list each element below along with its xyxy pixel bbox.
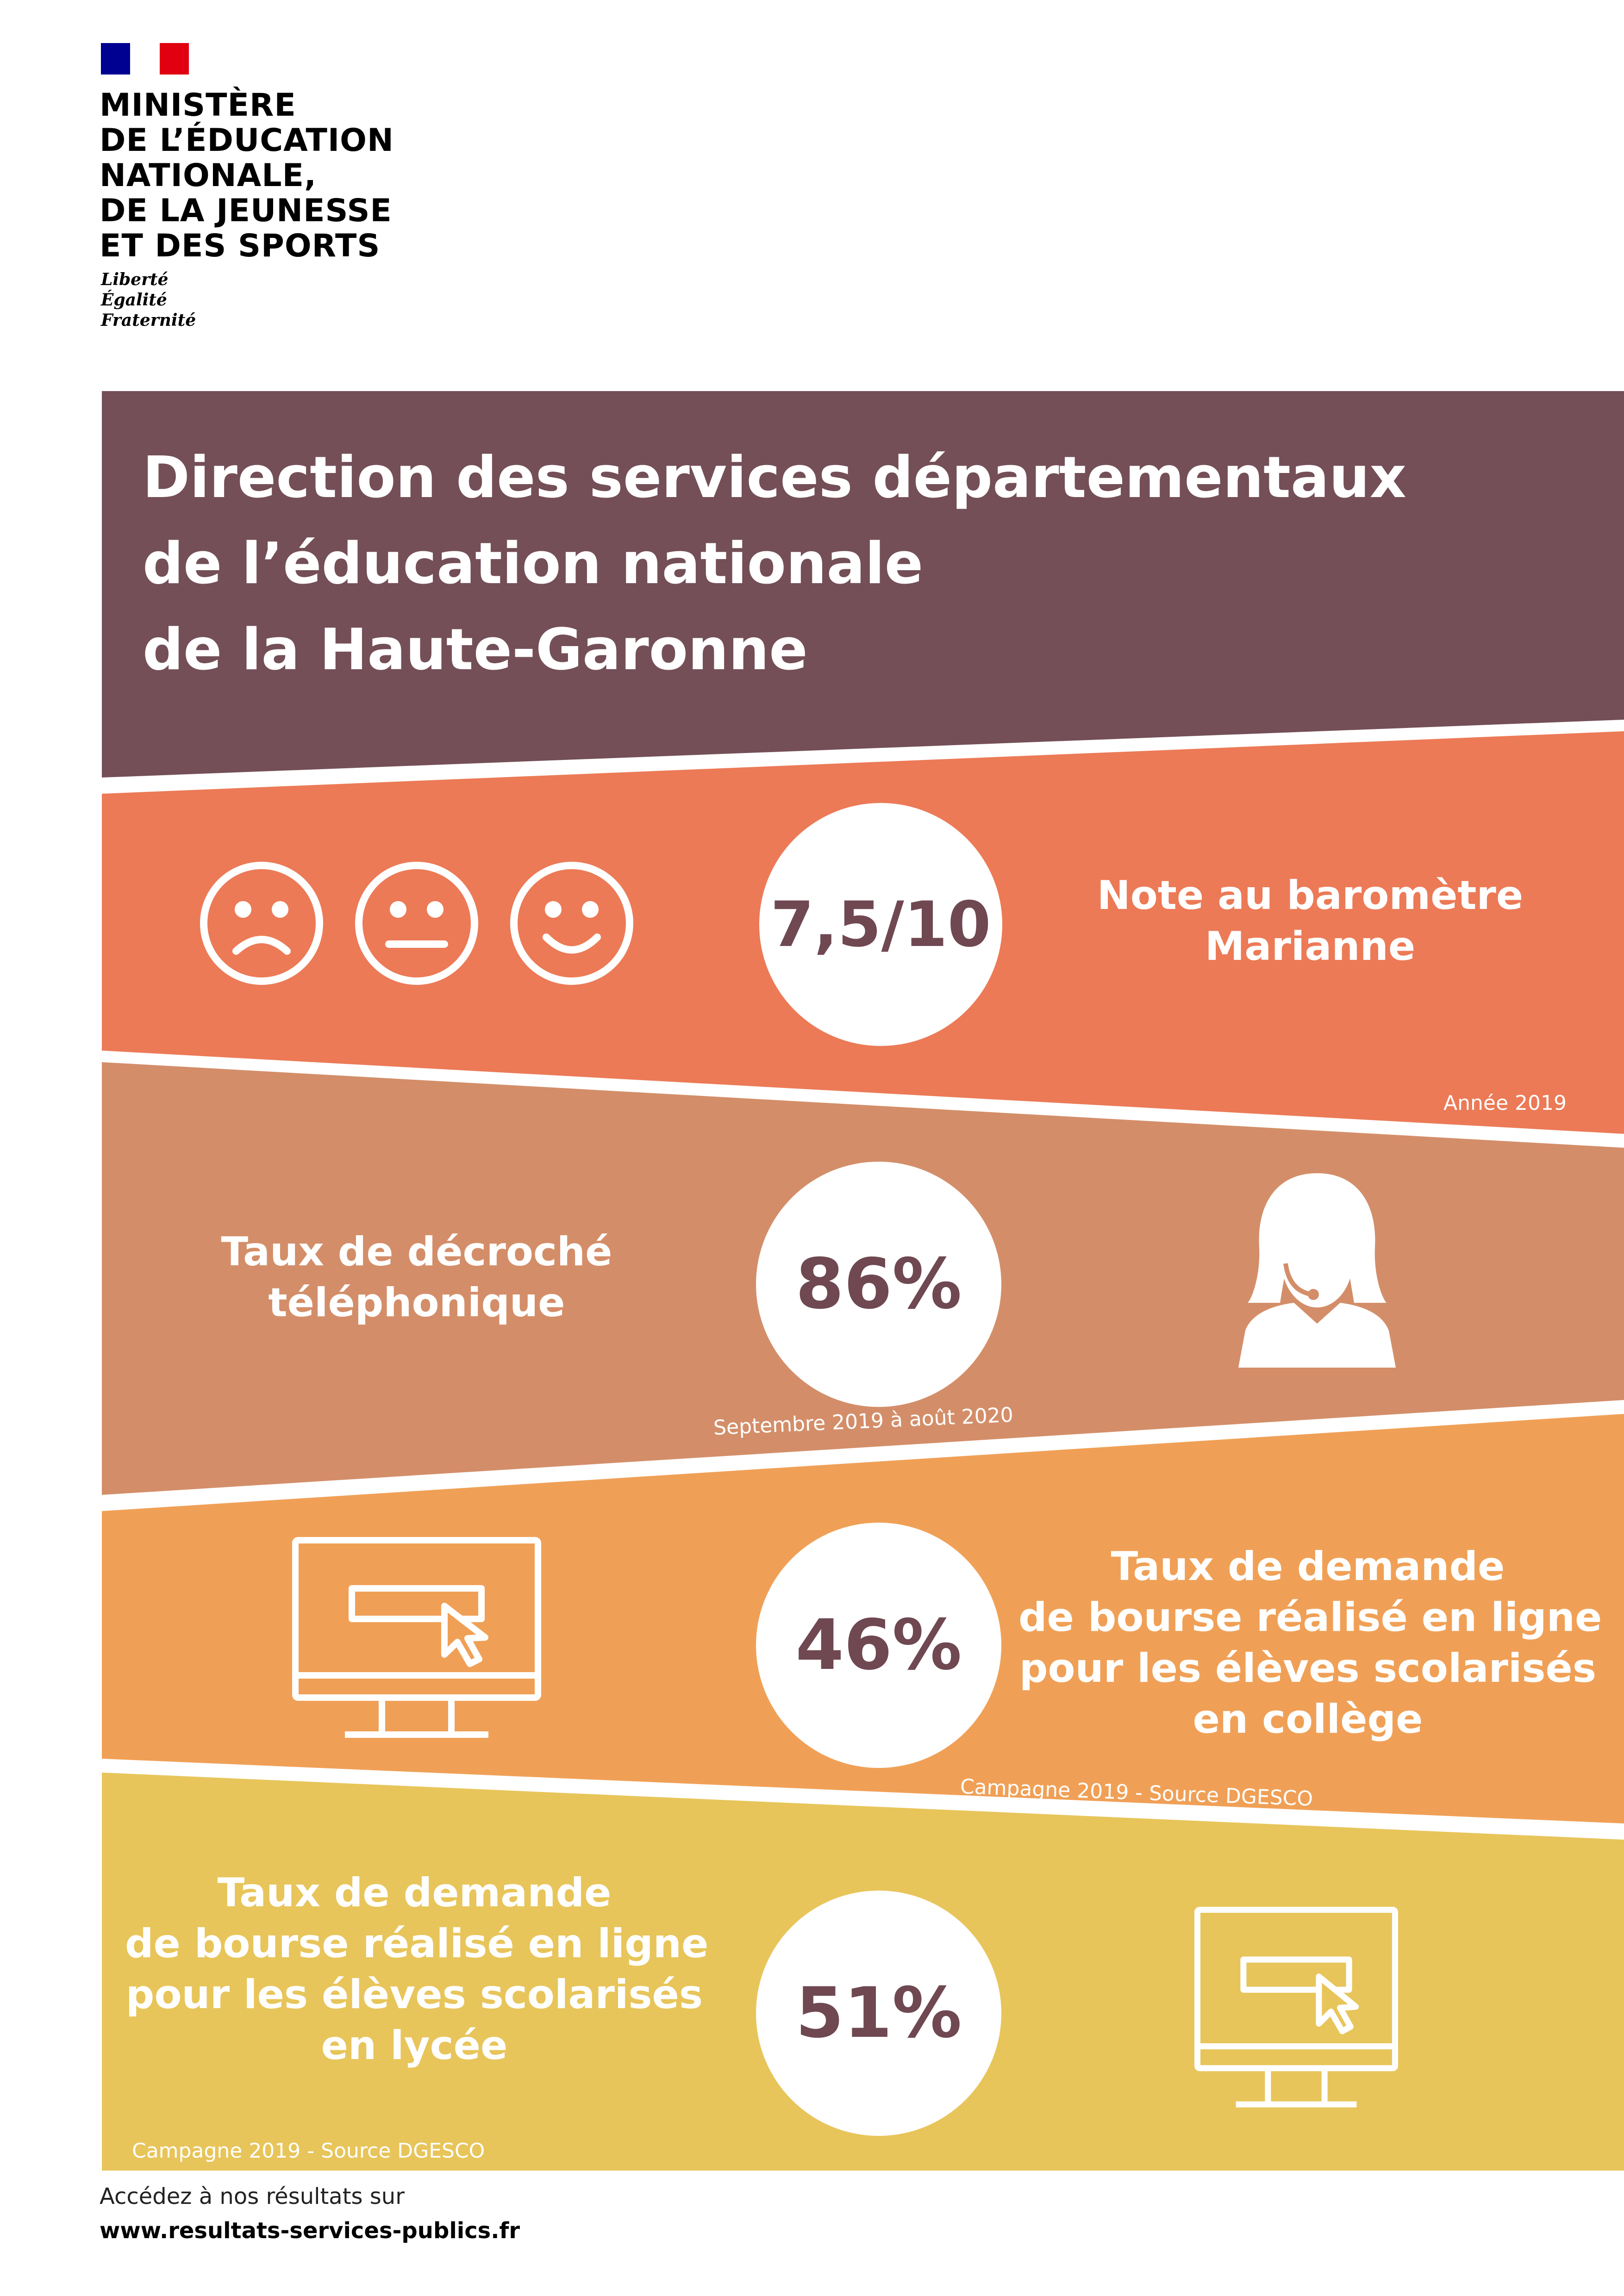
ministry-name: MINISTÈRE DE L’ÉDUCATION NATIONALE, DE L… bbox=[100, 88, 424, 264]
label-line: téléphonique bbox=[268, 1280, 565, 1326]
satisfaction-faces bbox=[200, 862, 633, 985]
college-value: 46% bbox=[756, 1523, 1001, 1768]
ministry-line: ET DES SPORTS bbox=[100, 228, 381, 264]
phone-label: Taux de décroché téléphonique bbox=[181, 1226, 653, 1328]
title-line: Direction des services départementaux bbox=[143, 445, 1406, 511]
results-website-link[interactable]: www.resultats-services-publics.fr bbox=[100, 2218, 520, 2244]
label-line: en collège bbox=[1193, 1696, 1423, 1742]
computer-monitor-icon bbox=[292, 1537, 541, 1738]
phone-value: 86% bbox=[756, 1162, 1001, 1407]
label-line: Note au baromètre bbox=[1097, 872, 1524, 919]
ministry-line: MINISTÈRE bbox=[100, 87, 296, 124]
page-title: Direction des services départementaux de… bbox=[143, 435, 1406, 693]
label-line: pour les élèves scolarisés bbox=[1019, 1645, 1597, 1692]
label-line: en lycée bbox=[321, 2022, 508, 2069]
motto-line: Liberté bbox=[101, 270, 169, 289]
lycee-value: 51% bbox=[756, 1891, 1001, 2136]
label-line: Taux de demande bbox=[217, 1870, 612, 1916]
label-line: Taux de demande bbox=[1111, 1543, 1505, 1590]
ministry-line: NATIONALE, bbox=[100, 157, 317, 194]
computer-monitor-icon bbox=[1194, 1907, 1398, 2108]
rating-note: Année 2019 bbox=[1443, 1091, 1567, 1115]
sad-face-icon bbox=[200, 862, 323, 985]
neutral-face-icon bbox=[355, 862, 478, 985]
college-label: Taux de demande de bourse réalisé en lig… bbox=[1018, 1541, 1602, 1745]
call-center-agent-icon bbox=[1238, 1173, 1396, 1368]
label-line: pour les élèves scolarisés bbox=[125, 1972, 703, 2018]
happy-face-icon bbox=[510, 862, 633, 985]
motto-line: Égalité bbox=[101, 290, 167, 310]
title-line: de la Haute-Garonne bbox=[143, 617, 808, 683]
republic-flag-logo bbox=[101, 43, 189, 75]
title-line: de l’éducation nationale bbox=[143, 531, 924, 597]
ministry-line: DE LA JEUNESSE bbox=[100, 193, 392, 229]
republic-motto: Liberté Égalité Fraternité bbox=[101, 269, 196, 330]
lycee-label: Taux de demande de bourse réalisé en lig… bbox=[125, 1867, 709, 2071]
footer-text: Accédez à nos résultats sur bbox=[100, 2184, 405, 2209]
header-band bbox=[102, 391, 1624, 778]
label-line: Taux de décroché bbox=[221, 1229, 612, 1275]
label-line: Marianne bbox=[1205, 923, 1416, 970]
motto-line: Fraternité bbox=[101, 311, 196, 330]
lycee-note: Campagne 2019 - Source DGESCO bbox=[132, 2139, 485, 2163]
rating-label: Note au baromètre Marianne bbox=[1051, 870, 1569, 972]
label-line: de bourse réalisé en ligne bbox=[1018, 1594, 1602, 1641]
rating-value: 7,5/10 bbox=[759, 803, 1002, 1046]
label-line: de bourse réalisé en ligne bbox=[125, 1921, 709, 1967]
ministry-line: DE L’ÉDUCATION bbox=[100, 122, 394, 159]
